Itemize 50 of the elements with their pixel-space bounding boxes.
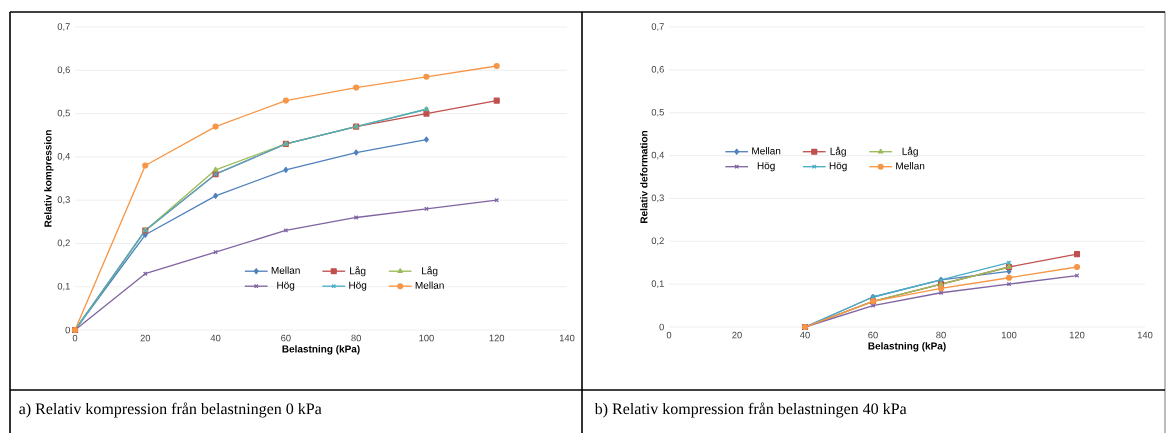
x-axis-title: Belastning (kPa) xyxy=(282,345,360,355)
legend-label: Låg xyxy=(350,266,366,277)
x-tick-label: 0 xyxy=(72,334,78,342)
y-tick-label: 0,5 xyxy=(57,109,70,118)
y-tick-label: 0,2 xyxy=(57,239,70,248)
y-tick-label: 0,7 xyxy=(57,23,70,31)
y-axis-title: Relativ deformation xyxy=(640,130,648,224)
y-tick-label: 0,3 xyxy=(651,194,664,203)
y-tick-label: 0 xyxy=(65,326,70,334)
x-tick-label: 20 xyxy=(732,331,742,339)
legend-label: Mellan xyxy=(896,162,925,170)
x-tick-label: 0 xyxy=(666,331,672,339)
legend-label: Hög xyxy=(349,281,367,291)
legend-label: Mellan xyxy=(271,266,300,274)
y-tick-label: 0,1 xyxy=(57,282,70,291)
legend-label: Låg xyxy=(422,266,438,277)
x-tick-label: 40 xyxy=(800,331,810,339)
legend-label: Mellan xyxy=(415,281,444,289)
legend-label: Hög xyxy=(829,162,847,172)
y-tick-label: 0,4 xyxy=(57,153,71,161)
y-tick-label: 0 xyxy=(659,323,664,331)
y-tick-label: 0,5 xyxy=(651,108,664,117)
y-tick-label: 0,4 xyxy=(651,151,665,160)
y-axis-title: Relativ kompression xyxy=(44,130,54,227)
legend-label: Mellan xyxy=(752,147,781,155)
x-tick-label: 60 xyxy=(281,334,291,342)
y-tick-label: 0,6 xyxy=(651,66,664,74)
legend-label: Hög xyxy=(757,162,775,172)
x-tick-label: 100 xyxy=(419,334,434,342)
text: a) Relativ kompression från belastningen 0 kPa xyxy=(19,402,322,418)
y-tick-label: 0,1 xyxy=(651,280,664,288)
x-axis-title: Belastning (kPa) xyxy=(868,342,946,352)
y-tick-label: 0,6 xyxy=(57,66,70,75)
y-tick-label: 0,2 xyxy=(651,237,664,246)
x-tick-label: 60 xyxy=(868,331,878,339)
y-tick-label: 0,3 xyxy=(57,196,70,204)
legend-label: Låg xyxy=(902,146,918,157)
x-tick-label: 140 xyxy=(1137,331,1153,339)
y-tick-label: 0,7 xyxy=(651,23,664,31)
text: b) Relativ kompression från belastningen 40 kPa xyxy=(594,402,907,418)
x-tick-label: 120 xyxy=(489,334,505,342)
legend-label: Hög xyxy=(277,281,295,291)
legend-label: Låg xyxy=(830,146,846,157)
x-tick-label: 80 xyxy=(936,331,946,339)
x-tick-label: 120 xyxy=(1069,331,1085,339)
x-tick-label: 140 xyxy=(559,334,575,342)
x-tick-label: 20 xyxy=(140,334,151,342)
x-tick-label: 100 xyxy=(1001,331,1017,339)
x-tick-label: 80 xyxy=(351,334,361,342)
x-tick-label: 40 xyxy=(210,334,221,342)
